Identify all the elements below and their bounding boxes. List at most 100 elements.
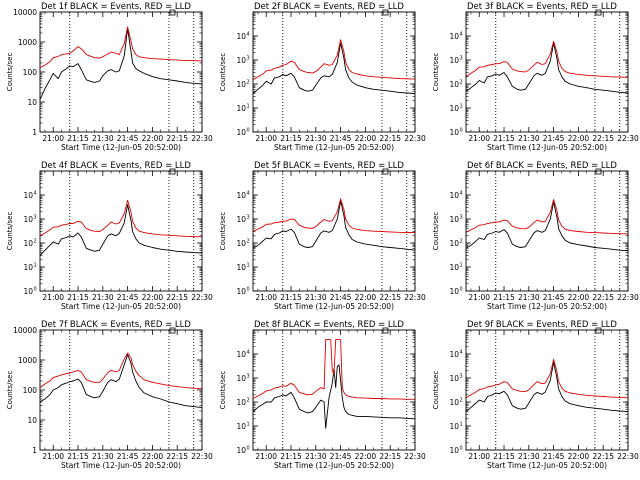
chart-title: Det 2f BLACK = Events, RED = LLD bbox=[254, 2, 404, 12]
y-tick-label: 10 bbox=[236, 80, 246, 89]
series-lld-line bbox=[252, 39, 416, 81]
y-tick-exponent: 0 bbox=[460, 446, 463, 452]
y-tick-exponent: 1 bbox=[460, 422, 463, 428]
y-axis-label: Counts/sec bbox=[432, 212, 440, 251]
x-tick-label: 22:30 bbox=[617, 134, 639, 143]
y-tick-label: 10 bbox=[236, 263, 246, 272]
y-tick-label: 10 bbox=[449, 287, 459, 296]
plot-frame bbox=[39, 11, 203, 133]
y-axis-label: Counts/sec bbox=[6, 371, 14, 410]
x-tick-label: 21:45 bbox=[117, 293, 139, 302]
x-tick-label: 21:15 bbox=[67, 293, 89, 302]
y-tick-label: 10 bbox=[449, 398, 459, 407]
corner-marker bbox=[595, 327, 602, 334]
y-tick-exponent: 2 bbox=[460, 239, 463, 245]
x-tick-label: 22:15 bbox=[166, 134, 188, 143]
y-tick-label: 10 bbox=[236, 215, 246, 224]
y-tick-label: 1 bbox=[32, 446, 37, 455]
y-tick-label: 10 bbox=[236, 32, 246, 41]
x-tick-label: 21:45 bbox=[543, 452, 565, 461]
x-axis-label: Start Time (12-Jun-05 20:52:00) bbox=[61, 302, 181, 311]
x-axis-label: Start Time (12-Jun-05 20:52:00) bbox=[487, 302, 607, 311]
y-tick-label: 10 bbox=[449, 446, 459, 455]
x-tick-label: 21:00 bbox=[255, 293, 277, 302]
x-tick-label: 22:00 bbox=[568, 293, 590, 302]
x-tick-label: 22:30 bbox=[404, 293, 426, 302]
y-tick-exponent: 3 bbox=[247, 215, 250, 221]
y-tick-label: 1000 bbox=[18, 356, 37, 365]
y-tick-label: 10000 bbox=[13, 8, 37, 17]
x-tick-label: 21:45 bbox=[330, 293, 352, 302]
plot-frame bbox=[252, 329, 416, 451]
x-tick-label: 21:45 bbox=[543, 293, 565, 302]
y-tick-label: 10 bbox=[449, 32, 459, 41]
chart-title: Det 4f BLACK = Events, RED = LLD bbox=[41, 161, 191, 171]
y-tick-exponent: 1 bbox=[247, 104, 250, 110]
x-axis-label: Start Time (12-Jun-05 20:52:00) bbox=[61, 461, 181, 470]
x-axis-label: Start Time (12-Jun-05 20:52:00) bbox=[274, 302, 394, 311]
y-tick-label: 100 bbox=[23, 68, 38, 77]
x-tick-label: 21:00 bbox=[468, 293, 490, 302]
y-tick-label: 10 bbox=[23, 239, 33, 248]
x-tick-label: 22:30 bbox=[404, 452, 426, 461]
x-tick-label: 21:45 bbox=[330, 134, 352, 143]
x-tick-label: 21:45 bbox=[543, 134, 565, 143]
y-tick-exponent: 4 bbox=[247, 191, 250, 197]
y-tick-label: 10 bbox=[236, 398, 246, 407]
y-tick-label: 10 bbox=[236, 350, 246, 359]
y-tick-label: 10 bbox=[27, 98, 37, 107]
plot-frame bbox=[39, 329, 203, 451]
chart-title: Det 6f BLACK = Events, RED = LLD bbox=[467, 161, 617, 171]
y-tick-exponent: 0 bbox=[247, 446, 250, 452]
x-tick-label: 22:15 bbox=[592, 134, 614, 143]
x-axis-label: Start Time (12-Jun-05 20:52:00) bbox=[274, 143, 394, 152]
series-lld-line bbox=[252, 339, 415, 400]
x-tick-label: 21:30 bbox=[518, 293, 540, 302]
y-tick-exponent: 4 bbox=[460, 350, 463, 356]
x-axis-label: Start Time (12-Jun-05 20:52:00) bbox=[274, 461, 394, 470]
chart-title: Det 7f BLACK = Events, RED = LLD bbox=[41, 320, 191, 330]
series-events-line bbox=[465, 42, 629, 94]
y-tick-label: 10000 bbox=[13, 326, 37, 335]
y-tick-exponent: 2 bbox=[247, 239, 250, 245]
plot-frame bbox=[465, 11, 629, 133]
x-tick-label: 21:15 bbox=[280, 452, 302, 461]
x-axis-label: Start Time (12-Jun-05 20:52:00) bbox=[61, 143, 181, 152]
plot-frame bbox=[465, 170, 629, 292]
x-tick-label: 21:15 bbox=[67, 134, 89, 143]
x-tick-label: 21:00 bbox=[255, 452, 277, 461]
chart-panel-7: Det 7f BLACK = Events, RED = LLD 1 10 100 10… bbox=[6, 320, 213, 470]
x-tick-label: 22:30 bbox=[191, 134, 213, 143]
y-axis-label: Counts/sec bbox=[219, 212, 227, 251]
series-lld-line bbox=[39, 352, 203, 390]
y-tick-label: 10 bbox=[23, 215, 33, 224]
x-tick-label: 21:00 bbox=[42, 452, 64, 461]
series-events-line bbox=[252, 42, 416, 95]
series-events-line bbox=[465, 201, 629, 252]
series-lld-line bbox=[39, 26, 203, 69]
series-events-line bbox=[465, 361, 629, 413]
y-tick-label: 10 bbox=[236, 446, 246, 455]
y-tick-label: 10 bbox=[449, 350, 459, 359]
x-tick-label: 21:15 bbox=[280, 134, 302, 143]
y-tick-exponent: 1 bbox=[247, 263, 250, 269]
chart-title: Det 3f BLACK = Events, RED = LLD bbox=[467, 2, 617, 12]
x-tick-label: 22:00 bbox=[142, 134, 164, 143]
corner-marker bbox=[595, 9, 602, 16]
y-tick-label: 1 bbox=[32, 128, 37, 137]
x-tick-label: 22:15 bbox=[592, 452, 614, 461]
y-tick-exponent: 1 bbox=[247, 422, 250, 428]
y-tick-exponent: 2 bbox=[247, 80, 250, 86]
y-tick-exponent: 0 bbox=[34, 287, 37, 293]
plot-frame bbox=[252, 170, 416, 292]
x-tick-label: 22:00 bbox=[142, 293, 164, 302]
x-tick-label: 22:00 bbox=[355, 134, 377, 143]
y-tick-exponent: 2 bbox=[460, 398, 463, 404]
y-axis-label: Counts/sec bbox=[6, 212, 14, 251]
corner-marker bbox=[169, 9, 176, 16]
y-tick-exponent: 2 bbox=[34, 239, 37, 245]
y-axis-label: Counts/sec bbox=[432, 371, 440, 410]
x-tick-label: 22:15 bbox=[166, 293, 188, 302]
